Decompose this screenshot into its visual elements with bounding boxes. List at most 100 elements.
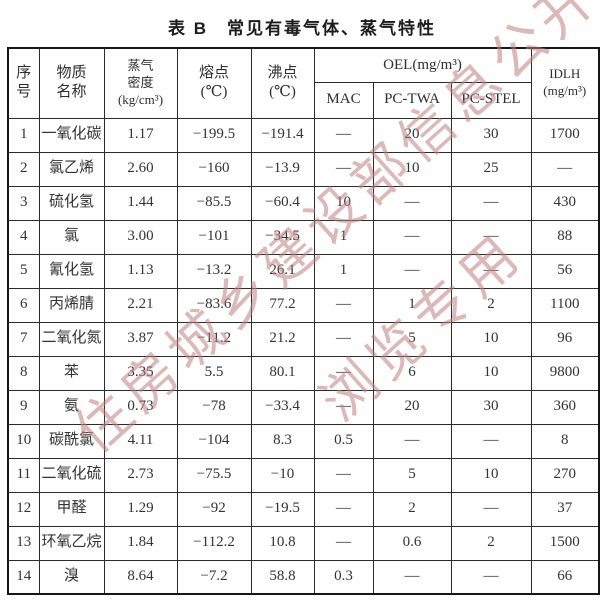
idlh-cell: 1500 — [530, 525, 600, 561]
substance-name-cell: 碳酰氯 — [38, 423, 105, 459]
row-number-cell: 14 — [7, 559, 40, 595]
idlh-cell: 88 — [530, 219, 600, 255]
table-row: 7 二氧化氮 3.87 −11.2 21.2—5 10 96 — [7, 321, 600, 357]
melting-point-cell: −112.2 — [176, 525, 252, 561]
idlh-cell: 56 — [530, 253, 600, 289]
boiling-point-cell: −33.4 — [250, 389, 315, 425]
pc-twa-cell: — — [372, 559, 452, 595]
substance-name-cell: 氨 — [38, 389, 105, 425]
pc-twa-cell: — — [372, 185, 452, 221]
pc-twa-cell: 6 — [372, 355, 452, 391]
row-number-cell: 6 — [7, 287, 40, 323]
pc-stel-cell: — — [450, 253, 532, 289]
row-number-cell: 7 — [7, 321, 40, 357]
boiling-point-cell: 77.2 — [250, 287, 315, 323]
melting-point-cell: −104 — [176, 423, 252, 459]
idlh-cell: 1100 — [530, 287, 600, 323]
pc-stel-cell: — — [450, 423, 532, 459]
boiling-point-cell: −19.5 — [250, 491, 315, 527]
table-row: 12 甲醛 1.29 −92 −19.5—2—37 — [7, 491, 600, 527]
row-number-cell: 1 — [7, 117, 40, 153]
header-row-number: 序号 — [7, 47, 40, 119]
table-row: 5 氰化氢 1.13 −13.2 26.1 1— —56 — [7, 253, 600, 289]
vapor-density-cell: 3.35 — [103, 355, 178, 391]
row-number-cell: 8 — [7, 355, 40, 391]
row-number-cell: 9 — [7, 389, 40, 425]
mac-cell: — — [313, 151, 374, 187]
substance-name-cell: 丙烯腈 — [38, 287, 105, 323]
pc-twa-cell: 2 — [372, 491, 452, 527]
boiling-point-cell: −13.9 — [250, 151, 315, 187]
mac-cell: — — [313, 355, 374, 391]
substance-name-cell: 甲醛 — [38, 491, 105, 527]
pc-twa-cell: 1 — [372, 287, 452, 323]
melting-point-cell: −85.5 — [176, 185, 252, 221]
vapor-density-cell: 0.73 — [103, 389, 178, 425]
mac-cell: — — [313, 287, 374, 323]
vapor-density-cell: 1.84 — [103, 525, 178, 561]
vapor-density-cell: 2.60 — [103, 151, 178, 187]
pc-twa-cell: 20 — [372, 389, 452, 425]
substance-name-cell: 氰化氢 — [38, 253, 105, 289]
page-title: 表 B 常见有毒气体、蒸气特性 — [168, 19, 436, 38]
substance-name-cell: 溴 — [38, 559, 105, 595]
table-row: 4 氯 3.00 −101 −34.5 1— —88 — [7, 219, 600, 255]
pc-stel-cell: 10 — [450, 321, 532, 357]
boiling-point-cell: 58.8 — [250, 559, 315, 595]
idlh-cell: 96 — [530, 321, 600, 357]
substance-name-cell: 硫化氢 — [38, 185, 105, 221]
substance-name-cell: 二氧化硫 — [38, 457, 105, 493]
melting-point-cell: −101 — [176, 219, 252, 255]
pc-twa-cell: 5 — [372, 457, 452, 493]
vapor-density-cell: 1.13 — [103, 253, 178, 289]
pc-stel-cell: — — [450, 185, 532, 221]
melting-point-cell: −11.2 — [176, 321, 252, 357]
vapor-density-cell: 4.11 — [103, 423, 178, 459]
toxic-gas-table: 序号 物质 名称 蒸气 密度 (kg/cm³) 熔点 (℃) 沸点 (℃) OE… — [7, 47, 600, 595]
header-substance-name: 物质 名称 — [38, 47, 105, 119]
table-row: 14 溴 8.64 −7.2 58.8 0.3— —66 — [7, 559, 600, 595]
mac-cell: — — [313, 117, 374, 153]
header-idlh: IDLH (mg/m³) — [530, 47, 600, 119]
row-number-cell: 10 — [7, 423, 40, 459]
row-number-cell: 13 — [7, 525, 40, 561]
header-boiling-point: 沸点 (℃) — [250, 47, 315, 119]
melting-point-cell: −13.2 — [176, 253, 252, 289]
idlh-cell: 66 — [530, 559, 600, 595]
table-row: 11 二氧化硫 2.73 −75.5 −10—5 10 270 — [7, 457, 600, 493]
table-row: 8 苯 3.35 5.5 80.1—6 10 9800 — [7, 355, 600, 391]
vapor-density-cell: 1.17 — [103, 117, 178, 153]
melting-point-cell: −160 — [176, 151, 252, 187]
table-row: 10 碳酰氯 4.11 −104 8.3 0.5— —8 — [7, 423, 600, 459]
table-row: 9 氨 0.73 −78 −33.4—20 30 360 — [7, 389, 600, 425]
pc-stel-cell: 30 — [450, 117, 532, 153]
pc-twa-cell: — — [372, 219, 452, 255]
pc-twa-cell: 5 — [372, 321, 452, 357]
boiling-point-cell: −191.4 — [250, 117, 315, 153]
table-row: 6 丙烯腈 2.21 −83.6 77.2—1 2 1100 — [7, 287, 600, 323]
boiling-point-cell: 21.2 — [250, 321, 315, 357]
pc-stel-cell: 10 — [450, 457, 532, 493]
mac-cell: 1 — [313, 219, 374, 255]
melting-point-cell: 5.5 — [176, 355, 252, 391]
header-pc-twa: PC-TWA — [372, 81, 452, 119]
pc-stel-cell: 10 — [450, 355, 532, 391]
table-row: 1 一氧化碳 1.17 −199.5 −191.4—20 30 1700 — [7, 117, 600, 153]
mac-cell: 0.5 — [313, 423, 374, 459]
melting-point-cell: −199.5 — [176, 117, 252, 153]
vapor-density-cell: 1.44 — [103, 185, 178, 221]
substance-name-cell: 环氧乙烷 — [38, 525, 105, 561]
pc-stel-cell: 2 — [450, 525, 532, 561]
vapor-density-cell: 2.21 — [103, 287, 178, 323]
table-body: 1 一氧化碳 1.17 −199.5 −191.4—20 30 1700 2 氯乙烯 2.60 −1… — [7, 117, 600, 595]
pc-stel-cell: 30 — [450, 389, 532, 425]
pc-twa-cell: — — [372, 423, 452, 459]
pc-twa-cell: 10 — [372, 151, 452, 187]
header-pc-stel: PC-STEL — [450, 81, 532, 119]
melting-point-cell: −7.2 — [176, 559, 252, 595]
mac-cell: — — [313, 525, 374, 561]
idlh-cell: 1700 — [530, 117, 600, 153]
pc-stel-cell: — — [450, 559, 532, 595]
pc-stel-cell: — — [450, 219, 532, 255]
